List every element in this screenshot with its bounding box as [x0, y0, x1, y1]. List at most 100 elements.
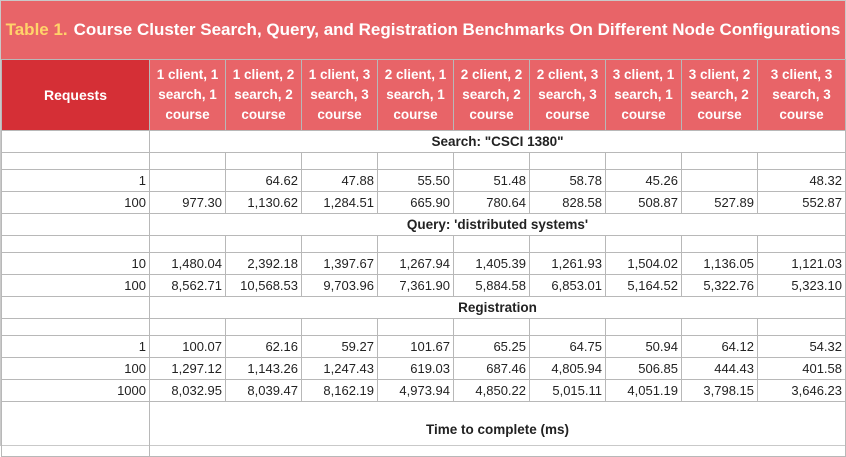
- value-cell: 1,405.39: [453, 252, 530, 275]
- value-cell: 10,568.53: [225, 274, 302, 297]
- table-row: 100 8,562.71 10,568.53 9,703.96 7,361.90 5,88…: [1, 274, 846, 297]
- value-cell: 64.12: [681, 335, 758, 358]
- value-cell: 59.27: [301, 335, 378, 358]
- value-cell: 6,853.01: [529, 274, 606, 297]
- column-header-6: 2 client, 3 search, 3 course: [529, 59, 606, 131]
- value-cell: 1,261.93: [529, 252, 606, 275]
- value-cell: 1,136.05: [681, 252, 758, 275]
- requests-cell: 1: [1, 169, 150, 192]
- value-cell: 5,322.76: [681, 274, 758, 297]
- value-cell: 828.58: [529, 191, 606, 214]
- value-cell: 508.87: [605, 191, 682, 214]
- value-cell: 4,973.94: [377, 379, 454, 402]
- spacer-cell: [529, 235, 606, 253]
- value-cell: 5,884.58: [453, 274, 530, 297]
- spacer-cell: [225, 235, 302, 253]
- value-cell: 687.46: [453, 357, 530, 380]
- spacer-cell: [225, 318, 302, 336]
- spacer-cell: [149, 318, 226, 336]
- spacer-cell: [301, 318, 378, 336]
- spacer-cell: [1, 318, 150, 336]
- requests-cell: 100: [1, 191, 150, 214]
- value-cell: 1,267.94: [377, 252, 454, 275]
- spacer-cell: [1, 152, 150, 170]
- requests-header: Requests: [1, 59, 150, 131]
- requests-cell: 1000: [1, 379, 150, 402]
- value-cell: 45.26: [605, 169, 682, 192]
- section-label-cell: [1, 213, 150, 236]
- value-cell: 4,805.94: [529, 357, 606, 380]
- value-cell: 5,164.52: [605, 274, 682, 297]
- value-cell: 7,361.90: [377, 274, 454, 297]
- header-row: Requests 1 client, 1 search, 1 course 1 c…: [1, 59, 846, 131]
- table-title-bar: Table 1. Course Cluster Search, Query, a…: [1, 1, 845, 59]
- value-cell: 1,130.62: [225, 191, 302, 214]
- value-cell: 64.75: [529, 335, 606, 358]
- value-cell: 48.32: [757, 169, 846, 192]
- value-cell: 1,247.43: [301, 357, 378, 380]
- requests-cell: 100: [1, 357, 150, 380]
- spacer-cell: [301, 235, 378, 253]
- spacer-row: [1, 235, 846, 253]
- spacer-row: [1, 318, 846, 336]
- table-body: Search: "CSCI 1380" 1 64.62 47.88 55.50 51.48…: [1, 130, 846, 457]
- table-row: 100 977.30 1,130.62 1,284.51 665.90 780.64 828…: [1, 191, 846, 214]
- table-title: Course Cluster Search, Query, and Regist…: [73, 20, 841, 39]
- spacer-cell: [301, 152, 378, 170]
- value-cell: 5,015.11: [529, 379, 606, 402]
- spacer-cell: [757, 318, 846, 336]
- spacer-cell: [377, 152, 454, 170]
- value-cell: [149, 169, 226, 192]
- requests-cell: 100: [1, 274, 150, 297]
- table-row: 1 64.62 47.88 55.50 51.48 58.78 45.26 48.32: [1, 169, 846, 192]
- requests-cell: 1: [1, 335, 150, 358]
- column-header-9: 3 client, 3 search, 3 course: [757, 59, 846, 131]
- section-title: Registration: [149, 296, 846, 319]
- column-header-1: 1 client, 1 search, 1 course: [149, 59, 226, 131]
- section-header-row: Search: "CSCI 1380": [1, 130, 846, 153]
- section-title: Query: 'distributed systems': [149, 213, 846, 236]
- value-cell: 47.88: [301, 169, 378, 192]
- value-cell: 527.89: [681, 191, 758, 214]
- spacer-cell: [377, 235, 454, 253]
- value-cell: 506.85: [605, 357, 682, 380]
- value-cell: 780.64: [453, 191, 530, 214]
- spacer-cell: [529, 318, 606, 336]
- value-cell: 101.67: [377, 335, 454, 358]
- value-cell: 51.48: [453, 169, 530, 192]
- footer-label-cell: [1, 401, 150, 457]
- section-label-cell: [1, 296, 150, 319]
- column-header-4: 2 client, 1 search, 1 course: [377, 59, 454, 131]
- section-header-row: Query: 'distributed systems': [1, 213, 846, 236]
- spacer-cell: [681, 235, 758, 253]
- spacer-cell: [149, 152, 226, 170]
- section-header-row: Registration: [1, 296, 846, 319]
- benchmark-table: Requests 1 client, 1 search, 1 course 1 c…: [1, 59, 846, 457]
- value-cell: 58.78: [529, 169, 606, 192]
- spacer-cell: [1, 235, 150, 253]
- value-cell: 3,646.23: [757, 379, 846, 402]
- requests-cell: 10: [1, 252, 150, 275]
- section-title: Search: "CSCI 1380": [149, 130, 846, 153]
- time-unit-caption: Time to complete (ms): [149, 401, 846, 457]
- value-cell: 64.62: [225, 169, 302, 192]
- value-cell: 619.03: [377, 357, 454, 380]
- spacer-cell: [757, 152, 846, 170]
- value-cell: 2,392.18: [225, 252, 302, 275]
- value-cell: 8,162.19: [301, 379, 378, 402]
- table-row: 1000 8,032.95 8,039.47 8,162.19 4,973.94 4,85…: [1, 379, 846, 402]
- value-cell: 1,121.03: [757, 252, 846, 275]
- footer-row: Time to complete (ms): [1, 401, 846, 457]
- spacer-cell: [453, 235, 530, 253]
- spacer-cell: [681, 152, 758, 170]
- value-cell: 5,323.10: [757, 274, 846, 297]
- spacer-cell: [605, 235, 682, 253]
- spacer-cell: [605, 152, 682, 170]
- value-cell: 8,032.95: [149, 379, 226, 402]
- spacer-cell: [453, 318, 530, 336]
- value-cell: 1,297.12: [149, 357, 226, 380]
- value-cell: 100.07: [149, 335, 226, 358]
- column-header-8: 3 client, 2 search, 2 course: [681, 59, 758, 131]
- section-label-cell: [1, 130, 150, 153]
